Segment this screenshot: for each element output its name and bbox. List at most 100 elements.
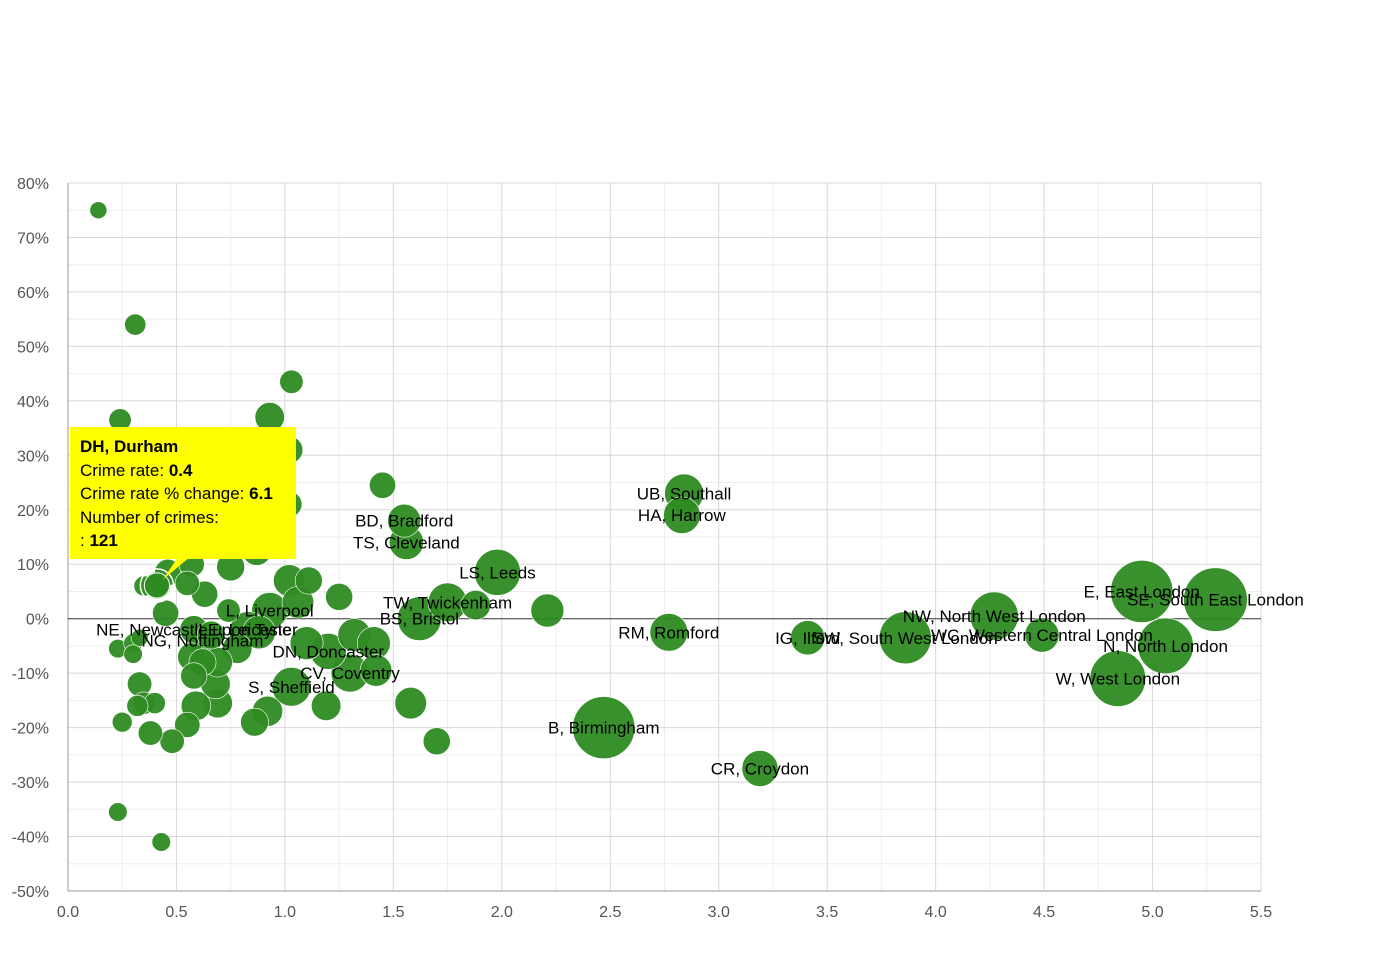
data-point <box>159 728 185 754</box>
data-label: UB, Southall <box>637 484 732 503</box>
y-tick-label: -50% <box>12 884 49 901</box>
data-label: NG, Nottingham <box>142 631 264 650</box>
tooltip-row-value: 6.1 <box>249 484 273 503</box>
data-label: SW, South West London <box>813 629 998 648</box>
data-point <box>1137 617 1194 675</box>
data-point <box>422 727 451 756</box>
data-point <box>369 471 396 499</box>
data-point <box>1110 560 1174 623</box>
tooltip-row: Number of crimes: <box>80 506 286 530</box>
data-point <box>572 696 636 760</box>
data-point <box>242 615 276 650</box>
data-point <box>216 598 241 623</box>
tooltip-row-value: 0.4 <box>168 460 193 480</box>
x-tick-label: 2.5 <box>599 904 621 921</box>
data-point <box>1024 617 1060 653</box>
data-point <box>108 802 128 822</box>
y-tick-label: -30% <box>12 775 49 792</box>
data-label: NW, North West London <box>903 607 1086 626</box>
data-point <box>530 593 565 628</box>
data-label: TW, Twickenham <box>383 593 512 612</box>
data-point <box>460 590 491 621</box>
y-tick-label: -10% <box>12 666 49 683</box>
data-point <box>174 570 200 596</box>
y-tick-label: 70% <box>17 230 49 247</box>
data-point <box>663 496 701 534</box>
data-point <box>294 566 323 595</box>
data-point <box>240 707 269 737</box>
tooltip-row-label: Number of crimes: <box>80 507 219 527</box>
data-point <box>474 549 521 596</box>
tooltip-row-label: : <box>80 531 85 550</box>
data-label: HA, Harrow <box>638 506 727 525</box>
data-point <box>1089 650 1146 707</box>
data-point <box>394 686 427 720</box>
x-tick-label: 0.5 <box>165 904 187 921</box>
data-point <box>174 711 201 738</box>
data-point <box>741 750 779 787</box>
tooltip: DH, Durham Crime rate: 0.4 Crime rate % … <box>70 427 296 559</box>
data-label: BS, Bristol <box>380 610 459 629</box>
data-label: LE, Leicester <box>198 621 298 640</box>
data-label: W, West London <box>1056 670 1180 689</box>
data-point <box>1183 567 1248 632</box>
data-point <box>180 662 208 690</box>
tooltip-title: DH, Durham <box>80 437 179 456</box>
y-tick-label: 10% <box>17 557 49 574</box>
minor-gridlines <box>68 183 1261 891</box>
data-label: WC, Western Central London <box>931 626 1153 645</box>
data-label: LS, Leeds <box>459 563 536 582</box>
x-tick-label: 1.0 <box>274 904 296 921</box>
tooltip-row-label: Crime rate: <box>80 460 165 480</box>
data-label: DN, Doncaster <box>273 642 385 661</box>
data-point <box>271 667 312 707</box>
data-point <box>89 201 108 220</box>
x-tick-label: 3.0 <box>708 904 730 921</box>
data-label: BD, Bradford <box>355 512 453 531</box>
data-point <box>196 620 226 650</box>
y-tick-label: 40% <box>17 394 49 411</box>
y-tick-label: 50% <box>17 339 49 356</box>
data-label: IG, Ilford <box>775 629 840 648</box>
highlight-ring <box>139 568 175 603</box>
data-label: N, North London <box>1103 637 1228 656</box>
y-tick-label: 0% <box>26 612 49 629</box>
y-tick-label: -20% <box>12 721 49 738</box>
data-label: CR, Croydon <box>711 759 809 778</box>
tooltip-row: : 121 <box>80 529 286 553</box>
y-tick-label: 60% <box>17 285 49 302</box>
tooltip-row-label: Crime rate % change: <box>80 484 245 503</box>
x-tick-label: 4.0 <box>925 904 947 921</box>
y-tick-label: 20% <box>17 503 49 520</box>
y-tick-label: 80% <box>17 176 49 193</box>
data-point <box>279 369 304 394</box>
y-tick-label: 30% <box>17 448 49 465</box>
x-tick-label: 3.5 <box>816 904 838 921</box>
x-tick-label: 4.5 <box>1033 904 1055 921</box>
data-point <box>151 832 171 852</box>
data-label: B, Birmingham <box>548 719 659 738</box>
data-point <box>123 644 143 664</box>
data-point <box>130 628 149 647</box>
bubble-labels: BD, Bradford TS, Cleveland UB, Southall HA,… <box>96 484 1304 778</box>
data-label: TS, Cleveland <box>353 533 460 552</box>
data-point <box>969 591 1019 641</box>
x-tick-label: 5.5 <box>1250 904 1272 921</box>
data-label: L, Liverpool <box>226 602 314 621</box>
data-label: RM, Romford <box>618 623 719 642</box>
bubble-series <box>89 201 1248 852</box>
data-point <box>124 313 147 336</box>
data-point <box>387 503 422 538</box>
data-label: CV, Coventry <box>300 664 400 683</box>
data-point <box>878 611 932 665</box>
data-point <box>325 583 354 611</box>
data-point <box>790 620 826 656</box>
data-point <box>649 613 689 652</box>
data-label: S, Sheffield <box>248 678 335 697</box>
tooltip-row: Crime rate: 0.4 <box>80 459 286 483</box>
data-point <box>311 690 342 721</box>
tooltip-pointer <box>162 557 190 580</box>
x-tick-label: 5.0 <box>1141 904 1163 921</box>
data-point <box>111 711 133 733</box>
